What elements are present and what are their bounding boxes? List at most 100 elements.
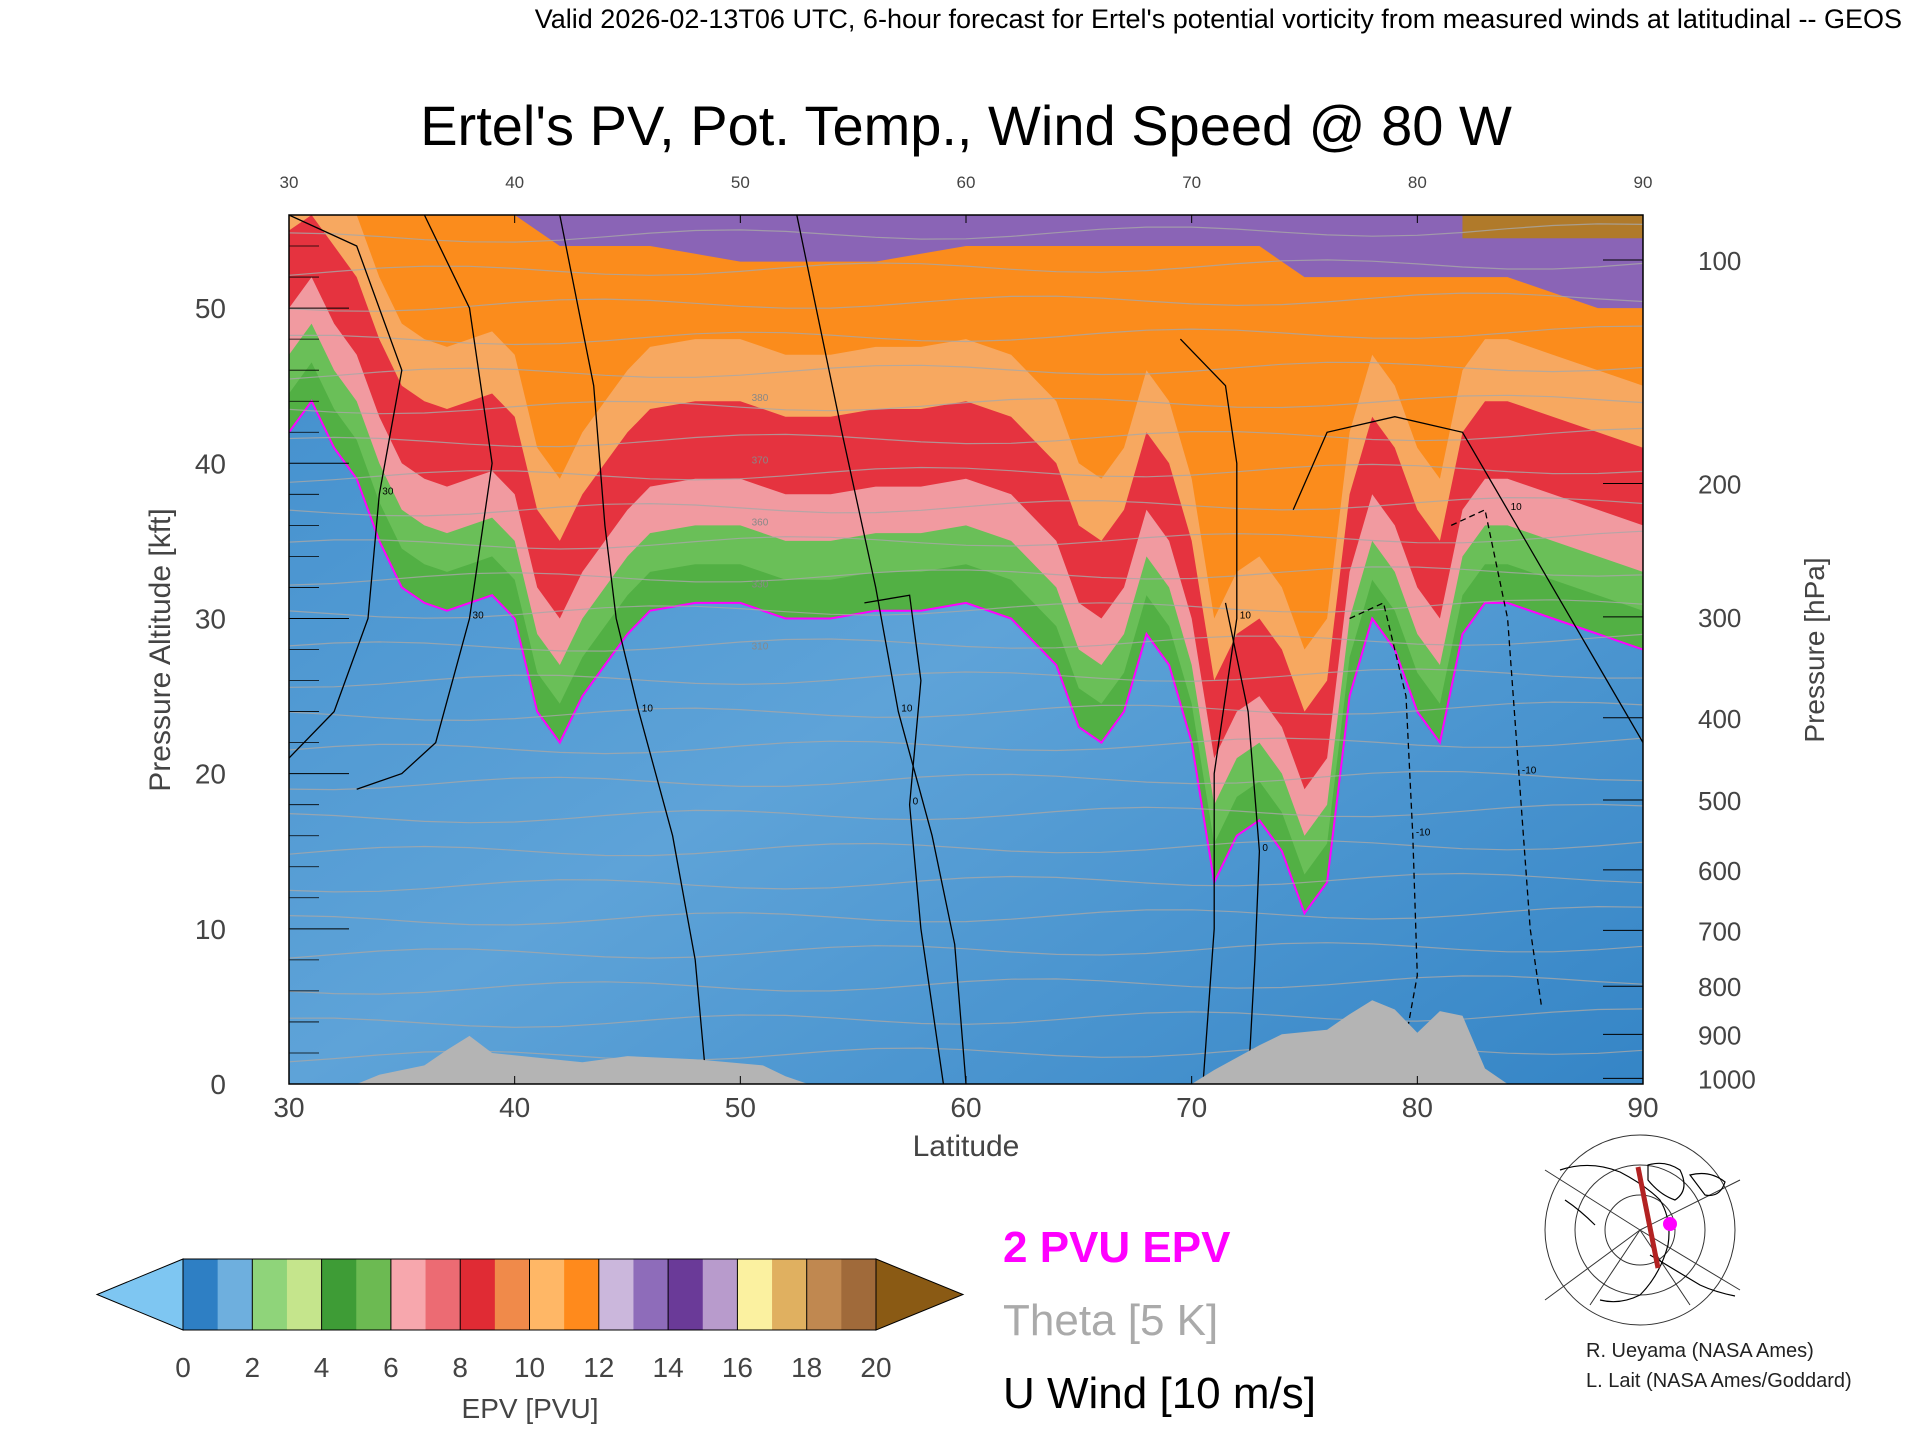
colorbar-over-arrow <box>875 1258 965 1331</box>
x-axis-label: Latitude <box>913 1130 1020 1163</box>
pressure-tick-label: 600 <box>1698 856 1741 886</box>
pressure-tick-label: 900 <box>1698 1020 1741 1050</box>
pressure-tick-label: 200 <box>1698 469 1741 499</box>
pressure-tick-label: 300 <box>1698 603 1741 633</box>
pv-layer-purple <box>289 215 1643 309</box>
colorbar-under-arrow <box>95 1258 184 1331</box>
colorbar-tick-label: 18 <box>791 1352 822 1383</box>
credit-line-2: L. Lait (NASA Ames/Goddard) <box>1586 1370 1852 1392</box>
colorbar-swatch <box>217 1259 253 1330</box>
pressure-tick-label: 100 <box>1698 246 1741 276</box>
theta-line <box>289 223 1643 243</box>
wind-contour <box>1292 416 1643 743</box>
theta-label: 380 <box>752 393 769 404</box>
colorbar-swatch <box>633 1259 669 1330</box>
pressure-tick-label: 800 <box>1698 972 1741 1002</box>
y-tick-label: 20 <box>195 759 226 790</box>
colorbar-swatch <box>529 1259 565 1330</box>
theta-line <box>289 668 1643 688</box>
colorbar-swatch <box>702 1259 738 1330</box>
legend-pv: 2 PVU EPV <box>1003 1223 1231 1272</box>
colorbar-swatch <box>390 1259 427 1330</box>
terrain-surface <box>289 1000 1643 1084</box>
theta-line <box>289 770 1643 791</box>
wind-contour-label: 10 <box>1511 502 1523 513</box>
colorbar-swatch <box>598 1259 634 1330</box>
theta-line <box>289 325 1643 346</box>
legend-theta: Theta [5 K] <box>1003 1296 1218 1345</box>
wind-contour <box>864 594 945 1084</box>
wind-contours: 10 0 10 0 10 -10 -10 30 30 10 <box>289 215 1643 1084</box>
y-axis-label-right: Pressure [hPa] <box>1799 557 1830 742</box>
wind-contour-label: -10 <box>1522 766 1537 777</box>
colorbar: 0 2 4 6 8 10 12 14 16 18 20 <box>95 1258 965 1383</box>
y-axis-label-left: Pressure Altitude [kft] <box>144 508 177 791</box>
legend-wind: U Wind [10 m/s] <box>1003 1369 1316 1418</box>
theta-label: 370 <box>752 455 769 466</box>
theta-line <box>289 427 1643 448</box>
pressure-tick-label: 700 <box>1698 916 1741 946</box>
location-map-inset <box>1542 1134 1741 1326</box>
pressure-tick-label: 500 <box>1698 786 1741 816</box>
theta-line <box>289 633 1643 652</box>
theta-line <box>289 737 1643 755</box>
pv-layer-orange <box>289 215 1643 650</box>
theta-line <box>289 599 1643 619</box>
x-tick-label: 30 <box>273 1092 304 1123</box>
theta-label: 330 <box>752 579 769 590</box>
theta-line <box>289 530 1643 550</box>
theta-line <box>289 803 1643 824</box>
colorbar-swatch <box>183 1259 219 1330</box>
wind-contour-label: -10 <box>1416 828 1431 839</box>
pv-layer-brown <box>1462 215 1643 239</box>
wind-contour-label: 0 <box>913 797 919 808</box>
y-tick-label: 40 <box>195 448 226 479</box>
colorbar-swatch <box>425 1259 461 1330</box>
wind-contour <box>1349 601 1418 1038</box>
y-tick-label: 0 <box>210 1069 226 1100</box>
wind-contour-label: 10 <box>1240 610 1252 621</box>
colorbar-label: EPV [PVU] <box>462 1393 599 1424</box>
theta-line <box>289 292 1643 312</box>
wind-contour-label: 0 <box>1262 843 1268 854</box>
colorbar-swatch <box>564 1259 600 1330</box>
colorbar-tick-label: 10 <box>514 1352 545 1383</box>
colorbar-swatch <box>772 1259 808 1330</box>
location-marker <box>1663 1217 1677 1231</box>
theta-line <box>289 496 1643 517</box>
colorbar-swatch <box>286 1259 323 1330</box>
terrain <box>289 1000 1643 1084</box>
colorbar-swatch <box>321 1259 357 1330</box>
y-tick-label: 10 <box>195 914 226 945</box>
wind-contour-label: 10 <box>901 704 913 715</box>
top-tick-label: 90 <box>1634 173 1653 192</box>
colorbar-tick-label: 2 <box>245 1352 261 1383</box>
colorbar-swatch <box>737 1259 773 1330</box>
colorbar-swatch <box>841 1259 877 1330</box>
theta-line <box>289 394 1643 415</box>
x-tick-label: 70 <box>1176 1092 1207 1123</box>
wind-contour <box>1224 602 1261 1084</box>
y-tick-label: 50 <box>195 293 226 324</box>
wind-contour <box>289 215 403 759</box>
theta-label: 310 <box>752 642 769 653</box>
cross-section-line <box>1635 1166 1661 1269</box>
theta-line <box>289 905 1643 926</box>
colorbar-tick-label: 0 <box>175 1352 191 1383</box>
pressure-tick-label: 1000 <box>1698 1064 1756 1094</box>
colorbar-swatch <box>494 1259 530 1330</box>
chart-title: Ertel's PV, Pot. Temp., Wind Speed @ 80 … <box>420 94 1512 157</box>
theta-line <box>289 259 1643 276</box>
top-tick-label: 50 <box>731 173 750 192</box>
top-tick-label: 40 <box>505 173 524 192</box>
top-tick-label: 70 <box>1182 173 1201 192</box>
colorbar-swatch <box>356 1259 392 1330</box>
theta-line <box>289 1008 1643 1028</box>
colorbar-tick-label: 16 <box>722 1352 753 1383</box>
colorbar-tick-label: 6 <box>383 1352 399 1383</box>
x-tick-label: 40 <box>499 1092 530 1123</box>
wind-contour <box>1450 508 1543 1007</box>
colorbar-swatch <box>668 1259 704 1330</box>
